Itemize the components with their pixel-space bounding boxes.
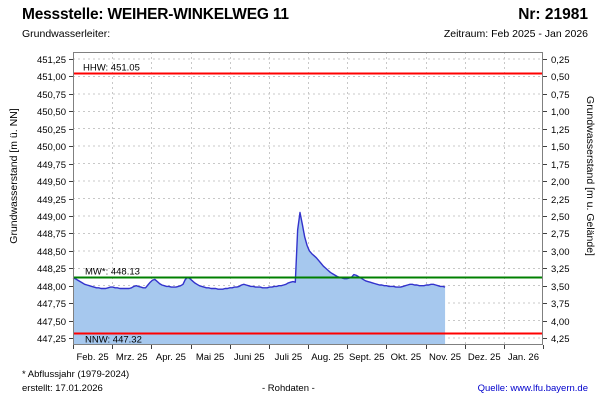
x-tick-label-month: Apr. 25 bbox=[156, 352, 186, 363]
y-tick-label-left: 447,75 bbox=[37, 299, 66, 310]
y-tick-label-left: 450,75 bbox=[37, 90, 66, 101]
y-tick-label-left: 448,75 bbox=[37, 229, 66, 240]
y-tick-label-right: 1,75 bbox=[551, 160, 570, 171]
y-tick-label-left: 448,00 bbox=[37, 282, 66, 293]
x-tick-label-month: Nov. 25 bbox=[429, 352, 461, 363]
x-tick-label-month: Mrz. 25 bbox=[116, 352, 148, 363]
y-tick-label-right: 0,75 bbox=[551, 90, 570, 101]
y-tick-label-left: 450,25 bbox=[37, 125, 66, 136]
y-tick-label-right: 2,50 bbox=[551, 212, 570, 223]
y-tick-label-left: 447,25 bbox=[37, 334, 66, 345]
x-tick-label-month: Dez. 25 bbox=[468, 352, 501, 363]
y-tick-label-right: 2,00 bbox=[551, 177, 570, 188]
y-tick-label-right: 1,00 bbox=[551, 107, 570, 118]
footnote-created: erstellt: 17.01.2026 bbox=[22, 383, 103, 394]
y-tick-label-right: 3,75 bbox=[551, 299, 570, 310]
x-tick-label-month: Juni 25 bbox=[234, 352, 265, 363]
x-tick-label-month: Mai 25 bbox=[196, 352, 225, 363]
y-tick-label-left: 449,50 bbox=[37, 177, 66, 188]
y-tick-label-left: 451,00 bbox=[37, 72, 66, 83]
y-tick-label-left: 450,50 bbox=[37, 107, 66, 118]
y-tick-label-right: 2,75 bbox=[551, 229, 570, 240]
y-tick-label-right: 3,50 bbox=[551, 282, 570, 293]
y-tick-label-right: 0,25 bbox=[551, 55, 570, 66]
x-tick-label-month: Okt. 25 bbox=[391, 352, 422, 363]
footnote-rohdaten: - Rohdaten - bbox=[262, 383, 315, 394]
footnote-abflussjahr: * Abflussjahr (1979-2024) bbox=[22, 369, 130, 380]
page-title: Messstelle: WEIHER-WINKELWEG 11 bbox=[22, 6, 289, 23]
y-tick-label-left: 448,25 bbox=[37, 264, 66, 275]
y-tick-label-left: 450,00 bbox=[37, 142, 66, 153]
reference-line-label-hhw: HHW: 451.05 bbox=[83, 63, 140, 74]
y-tick-label-left: 448,50 bbox=[37, 247, 66, 258]
y-tick-label-right: 1,25 bbox=[551, 125, 570, 136]
y-tick-label-left: 449,25 bbox=[37, 195, 66, 206]
x-tick-label-month: Juli 25 bbox=[275, 352, 302, 363]
reference-line-label-mw: MW*: 448.13 bbox=[85, 267, 140, 278]
reference-line-label-nnw: NNW: 447.32 bbox=[85, 335, 142, 346]
y-tick-label-left: 447,50 bbox=[37, 317, 66, 328]
y-tick-label-right: 3,00 bbox=[551, 247, 570, 258]
x-tick-label-month: Feb. 25 bbox=[76, 352, 108, 363]
y-tick-label-left: 451,25 bbox=[37, 55, 66, 66]
y-tick-label-right: 1,50 bbox=[551, 142, 570, 153]
x-tick-label-month: Aug. 25 bbox=[311, 352, 344, 363]
aquifer-label: Grundwasserleiter: bbox=[22, 28, 111, 40]
y-tick-label-right: 4,25 bbox=[551, 334, 570, 345]
period-label: Zeitraum: Feb 2025 - Jan 2026 bbox=[443, 28, 588, 40]
y-tick-label-right: 0,50 bbox=[551, 72, 570, 83]
y-tick-label-right: 4,00 bbox=[551, 317, 570, 328]
source-link[interactable]: Quelle: www.lfu.bayern.de bbox=[477, 383, 588, 394]
y-tick-label-right: 2,25 bbox=[551, 195, 570, 206]
x-tick-label-month: Sept. 25 bbox=[349, 352, 384, 363]
y-tick-label-left: 449,75 bbox=[37, 160, 66, 171]
y-tick-label-left: 449,00 bbox=[37, 212, 66, 223]
station-number: Nr: 21981 bbox=[518, 6, 588, 23]
x-tick-label-month: Jan. 26 bbox=[508, 352, 539, 363]
y-tick-label-right: 3,25 bbox=[551, 264, 570, 275]
